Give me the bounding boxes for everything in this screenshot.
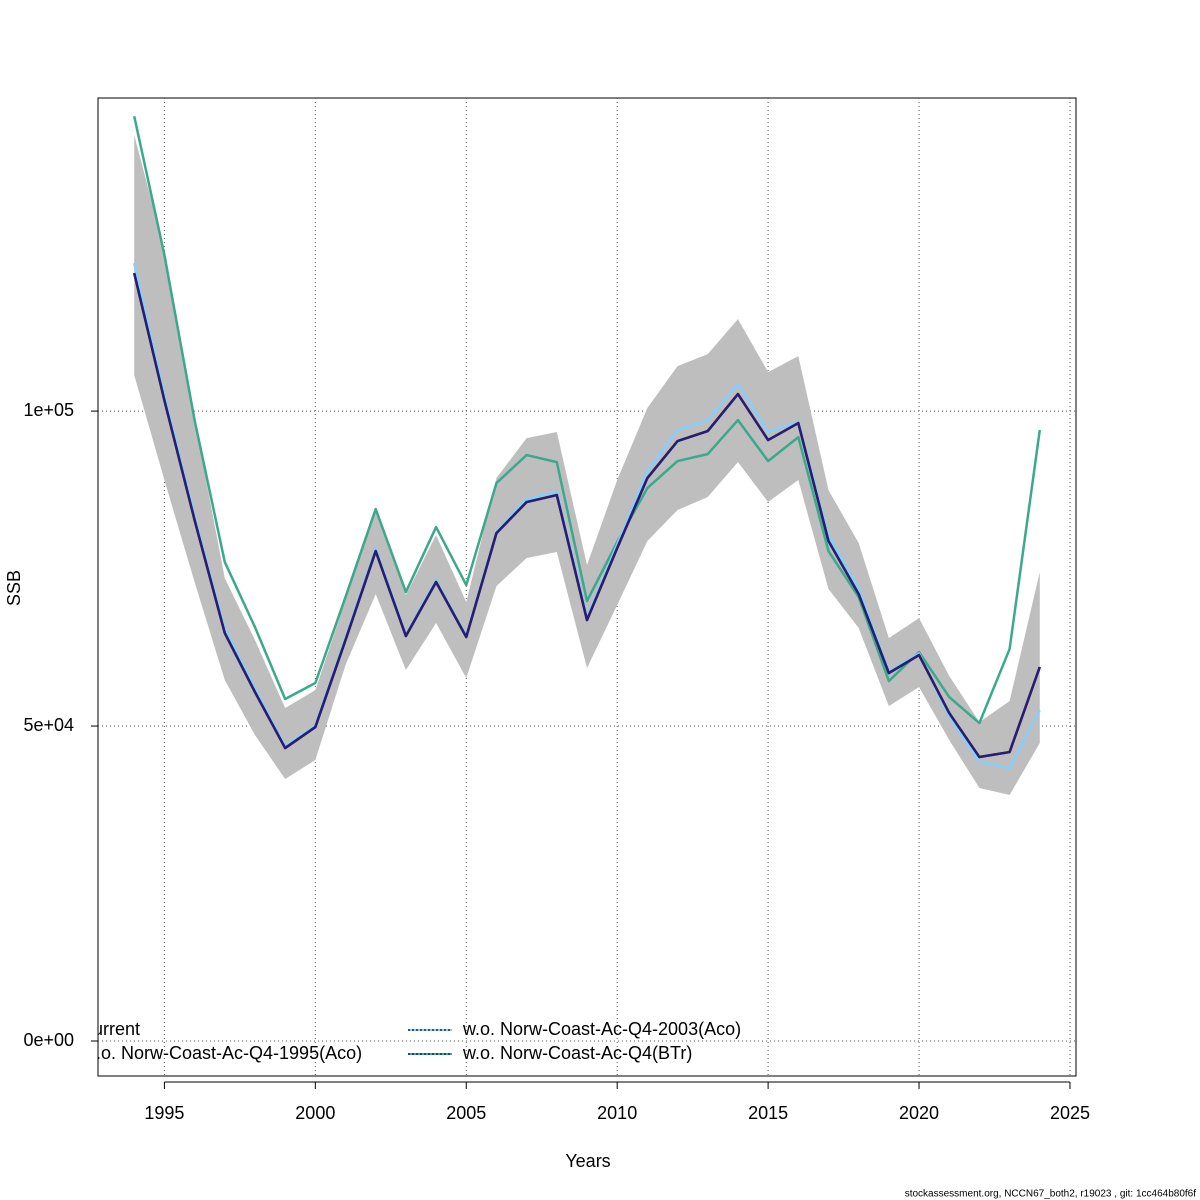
- footnote: stockassessment.org, NCCN67_both2, r1902…: [905, 1189, 1196, 1200]
- legend: current w.o. Norw-Coast-Ac-Q4-1995(Aco) w.…: [83, 1019, 741, 1063]
- legend-label: w.o. Norw-Coast-Ac-Q4-1995(Aco): [83, 1043, 362, 1063]
- legend-label: current: [84, 1019, 140, 1039]
- legend-label: w.o. Norw-Coast-Ac-Q4-2003(Aco): [462, 1019, 741, 1039]
- x-tick-label: 2005: [446, 1103, 486, 1123]
- plot-area: [133, 116, 1042, 796]
- x-axis-title: Years: [565, 1151, 610, 1171]
- x-tick-label: 2010: [597, 1103, 637, 1123]
- plot-frame: [97, 97, 1077, 1077]
- legend-label: w.o. Norw-Coast-Ac-Q4(BTr): [462, 1043, 692, 1063]
- x-tick-label: 2000: [295, 1103, 335, 1123]
- series-line: [133, 272, 1041, 759]
- y-tick-label: 5e+04: [23, 715, 74, 735]
- y-axis-title: SSB: [4, 570, 24, 606]
- x-tick-label: 1995: [144, 1103, 184, 1123]
- x-tick-label: 2020: [899, 1103, 939, 1123]
- series-line: [133, 116, 1042, 725]
- x-tick-label: 2015: [748, 1103, 788, 1123]
- x-tick-label: 2025: [1050, 1103, 1090, 1123]
- y-tick-label: 0e+00: [23, 1030, 74, 1050]
- y-tick-label: 1e+05: [23, 400, 74, 420]
- confidence-band: [134, 135, 1040, 796]
